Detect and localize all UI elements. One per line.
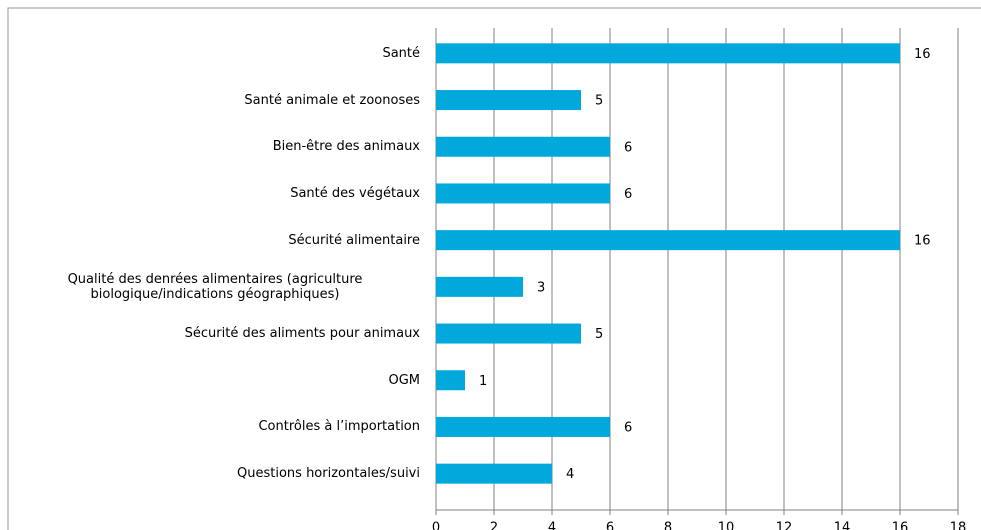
x-tick-label: 4 bbox=[548, 521, 556, 530]
y-tick-label-wrap: Questions horizontales/suivi bbox=[10, 452, 420, 496]
y-tick-label-wrap: Santé bbox=[10, 31, 420, 75]
value-label: 6 bbox=[624, 420, 632, 435]
x-tick-label: 12 bbox=[776, 521, 793, 530]
y-tick-label: Sécurité alimentaire bbox=[288, 232, 420, 248]
x-tick-label: 14 bbox=[834, 521, 851, 530]
x-tick-label: 6 bbox=[606, 521, 614, 530]
y-tick-label: OGM bbox=[388, 372, 420, 388]
y-tick-label-box: Sécurité des aliments pour animaux bbox=[10, 312, 420, 356]
y-tick-label-wrap: Sécurité des aliments pour animaux bbox=[10, 312, 420, 356]
bar bbox=[436, 230, 900, 251]
y-tick-label-box: Questions horizontales/suivi bbox=[10, 452, 420, 496]
value-label: 6 bbox=[624, 187, 632, 202]
bar bbox=[436, 90, 581, 111]
y-tick-label-box: OGM bbox=[10, 358, 420, 402]
y-tick-label-wrap: OGM bbox=[10, 358, 420, 402]
y-tick-label: Questions horizontales/suivi bbox=[237, 466, 420, 482]
value-label: 16 bbox=[914, 234, 931, 249]
y-tick-label-wrap: Qualité des denrées alimentaires (agricu… bbox=[10, 265, 420, 309]
y-tick-label-wrap: Santé des végétaux bbox=[10, 171, 420, 215]
bar bbox=[436, 323, 581, 344]
y-tick-label-box: Santé bbox=[10, 31, 420, 75]
value-label: 4 bbox=[566, 467, 574, 482]
x-tick-label: 16 bbox=[892, 521, 909, 530]
y-tick-label-box: Qualité des denrées alimentaires (agricu… bbox=[10, 265, 420, 309]
bar bbox=[436, 136, 610, 157]
y-tick-label: Contrôles à l’importation bbox=[258, 419, 420, 435]
y-tick-label: Sécurité des aliments pour animaux bbox=[184, 326, 420, 342]
x-tick-label: 18 bbox=[950, 521, 967, 530]
value-label: 6 bbox=[624, 140, 632, 155]
bar bbox=[436, 463, 552, 484]
y-tick-label-wrap: Contrôles à l’importation bbox=[10, 405, 420, 449]
value-label: 3 bbox=[537, 280, 545, 295]
x-tick-label: 10 bbox=[718, 521, 735, 530]
y-tick-label-box: Sécurité alimentaire bbox=[10, 218, 420, 262]
bar bbox=[436, 183, 610, 204]
x-tick-label: 0 bbox=[432, 521, 440, 530]
y-tick-label-box: Santé des végétaux bbox=[10, 171, 420, 215]
y-tick-label-wrap: Santé animale et zoonoses bbox=[10, 78, 420, 122]
y-tick-label: Bien-être des animaux bbox=[272, 139, 420, 155]
value-label: 1 bbox=[479, 374, 487, 389]
y-tick-label-wrap: Bien-être des animaux bbox=[10, 125, 420, 169]
value-label: 16 bbox=[914, 47, 931, 62]
chart-frame bbox=[7, 7, 981, 530]
x-tick-label: 2 bbox=[490, 521, 498, 530]
value-label: 5 bbox=[595, 94, 603, 109]
y-tick-label: Qualité des denrées alimentaires (agricu… bbox=[67, 271, 363, 302]
bar bbox=[436, 43, 900, 64]
x-tick-label: 8 bbox=[664, 521, 672, 530]
y-tick-label: Santé animale et zoonoses bbox=[244, 92, 420, 108]
y-tick-label-box: Contrôles à l’importation bbox=[10, 405, 420, 449]
value-label: 5 bbox=[595, 327, 603, 342]
y-tick-label-box: Santé animale et zoonoses bbox=[10, 78, 420, 122]
bar bbox=[436, 416, 610, 437]
bar bbox=[436, 276, 523, 297]
y-tick-label-box: Bien-être des animaux bbox=[10, 125, 420, 169]
y-tick-label: Santé bbox=[382, 45, 420, 61]
y-tick-label-wrap: Sécurité alimentaire bbox=[10, 218, 420, 262]
y-tick-label: Santé des végétaux bbox=[290, 185, 420, 201]
bar bbox=[436, 370, 465, 391]
